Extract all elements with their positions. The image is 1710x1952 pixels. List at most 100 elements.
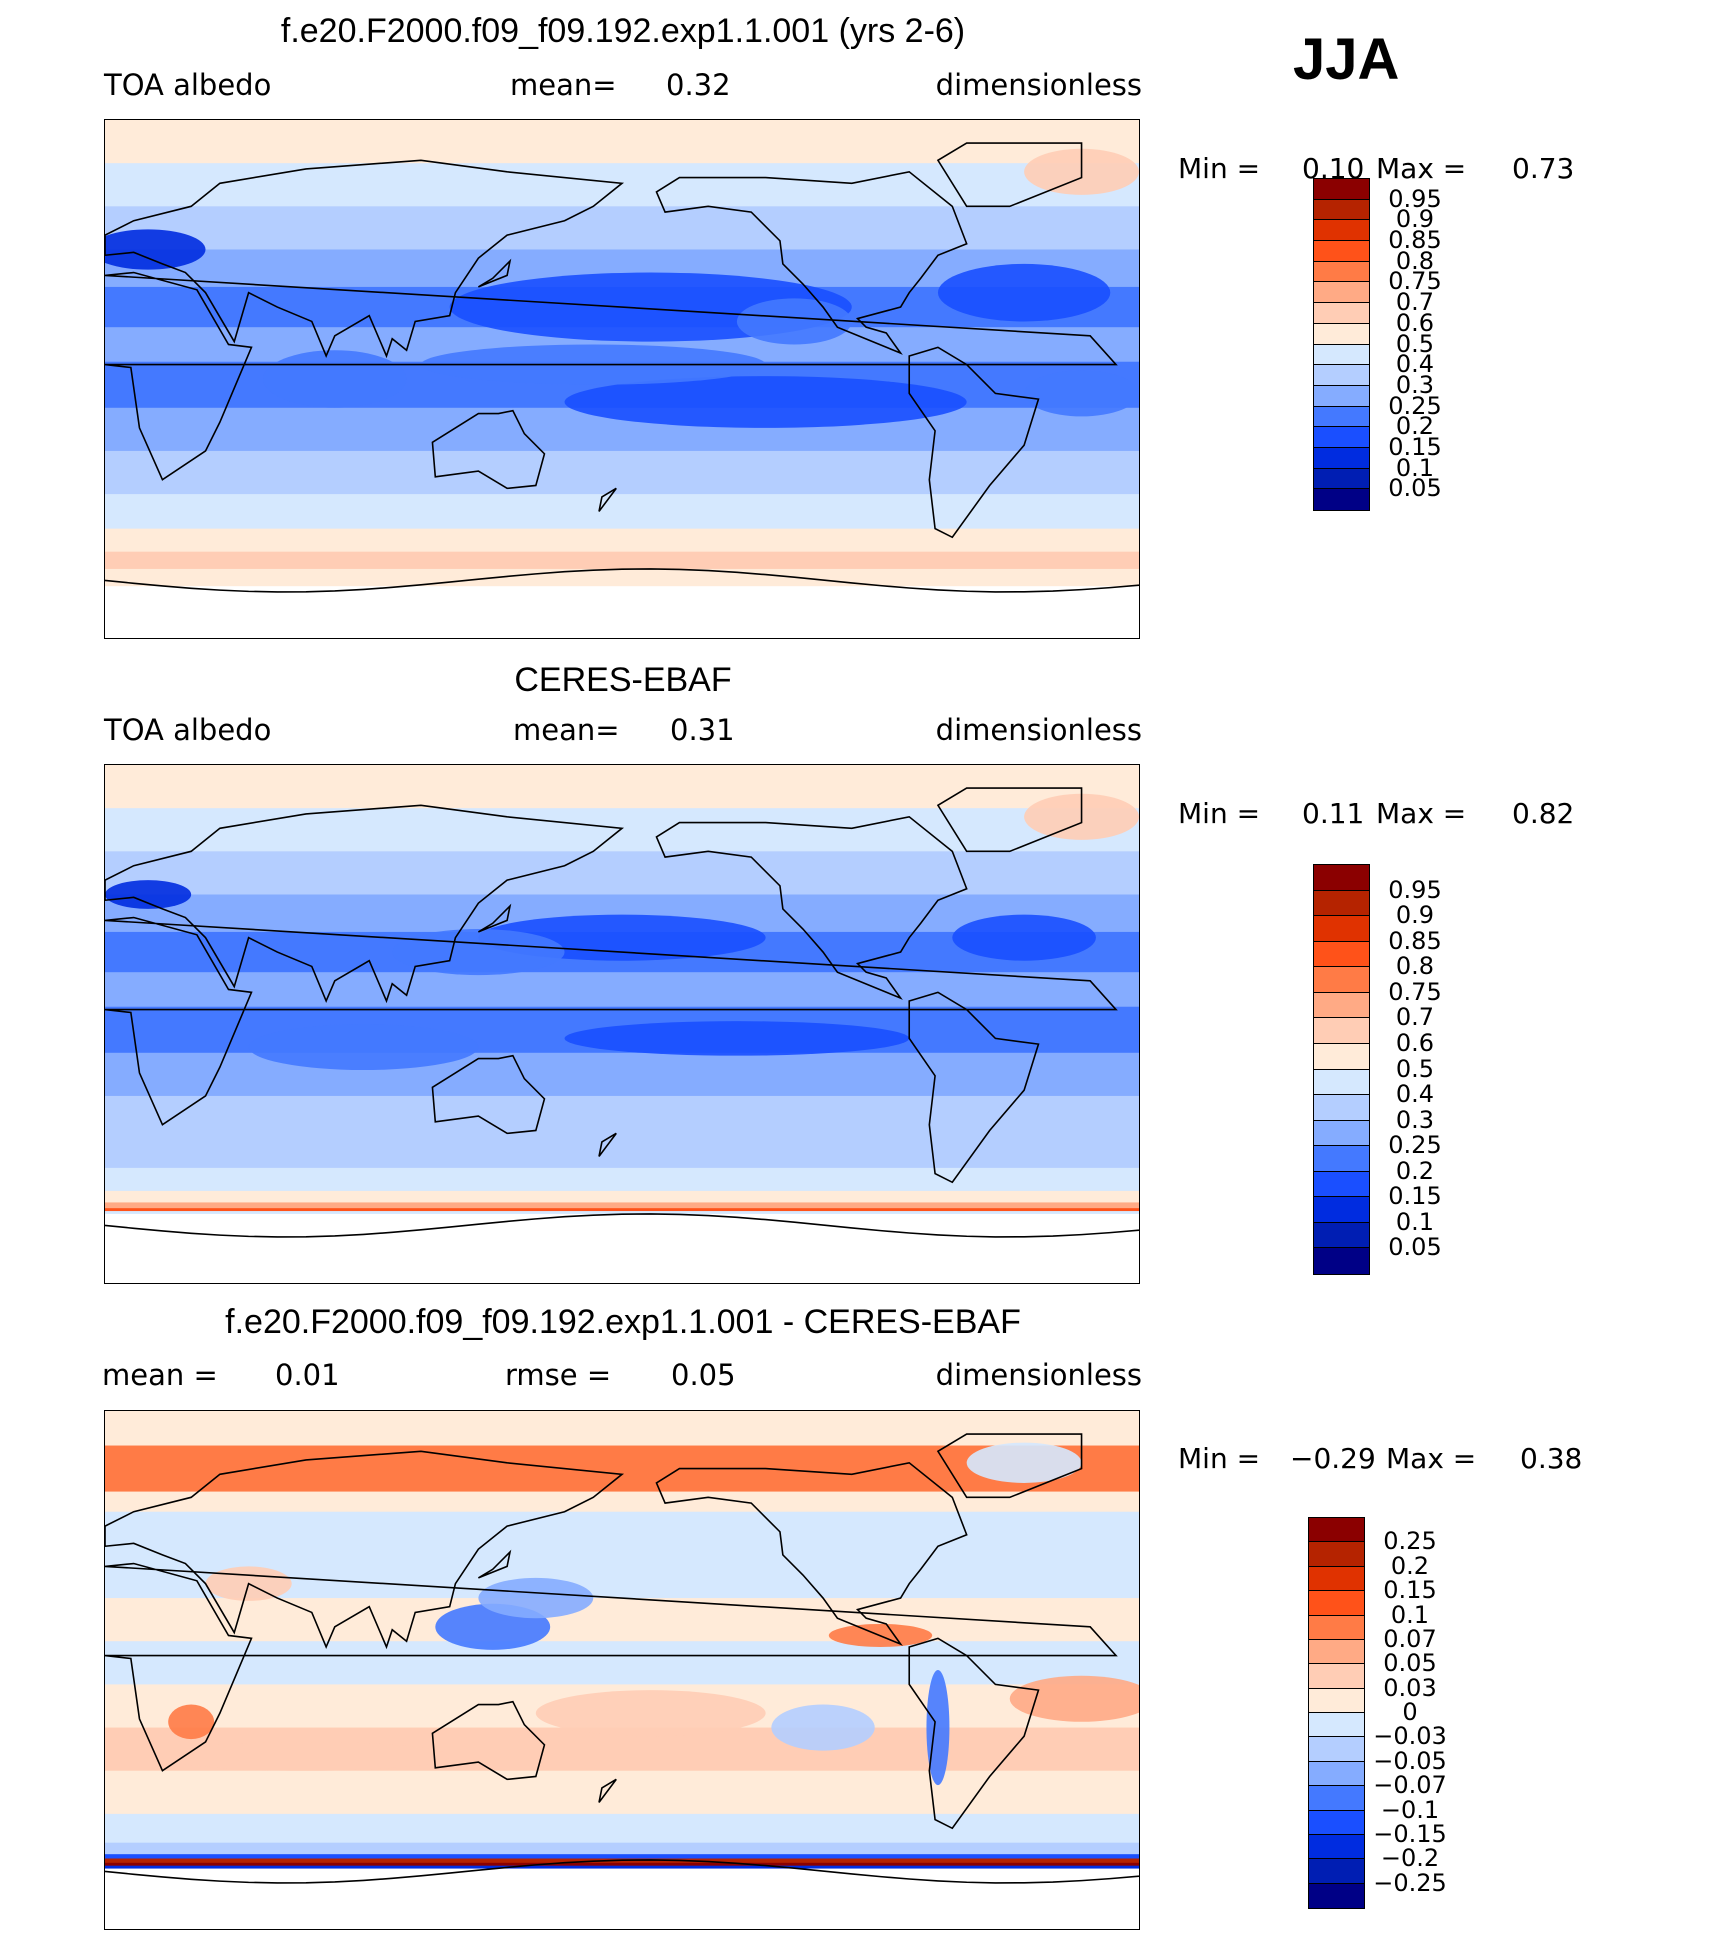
- coastline: [477, 258, 512, 288]
- coastline: [431, 1054, 546, 1135]
- colorbar-tick-label: 0.8: [1395, 952, 1435, 981]
- colorbar-tick-label: 0.2: [1395, 412, 1435, 441]
- colorbar-swatch: [1313, 219, 1370, 242]
- panel2-mean-label: mean=: [513, 713, 620, 747]
- colorbar-swatch: [1313, 864, 1370, 892]
- panel3-max-value: 0.38: [1520, 1442, 1583, 1475]
- colorbar-tick-label: 0.05: [1388, 474, 1442, 503]
- panel1-mean-label: mean=: [510, 68, 617, 102]
- colorbar-swatch: [1313, 1119, 1370, 1147]
- colorbar-swatch: [1308, 1565, 1365, 1592]
- colorbar-swatch: [1308, 1882, 1365, 1909]
- colorbar-tick-label: 0.15: [1388, 432, 1442, 461]
- colorbar-swatch: [1313, 343, 1370, 366]
- colorbar-tick-label: 0.6: [1395, 1028, 1435, 1057]
- contour-band: [105, 1208, 1139, 1213]
- colorbar-swatch: [1308, 1833, 1365, 1860]
- colorbar-tick-label: −0.2: [1380, 1844, 1440, 1873]
- colorbar-swatch: [1313, 1017, 1370, 1045]
- colorbar-tick-label: −0.15: [1373, 1819, 1447, 1848]
- contour-band: [105, 1770, 1139, 1815]
- colorbar-tick-label: 0.75: [1388, 977, 1442, 1006]
- colorbar-tick-label: 0.1: [1395, 453, 1435, 482]
- colorbar-tick-label: 0.5: [1395, 329, 1435, 358]
- panel3-rmse-value: 0.05: [671, 1358, 736, 1392]
- colorbar-tick-label: −0.05: [1373, 1746, 1447, 1775]
- colorbar-tick-label: 0.2: [1395, 1156, 1435, 1185]
- contour-region: [535, 1690, 766, 1737]
- contour-band: [105, 851, 1139, 896]
- contour-band: [105, 528, 1139, 553]
- colorbar-tick-label: 0.05: [1388, 1233, 1442, 1262]
- colorbar-swatch: [1308, 1687, 1365, 1714]
- coastline: [105, 1562, 1118, 1772]
- colorbar-tick-label: 0.3: [1395, 370, 1435, 399]
- colorbar-swatch: [1308, 1590, 1365, 1616]
- panel3-colorbar: 0.25 0.2 0.15 0.1 0.07 0.05 0.03 0 −0.03 −0.05 −0.…: [1308, 1517, 1447, 1909]
- colorbar-swatch: [1308, 1785, 1365, 1811]
- coastline: [598, 1132, 617, 1157]
- colorbar-tick-label: 0.15: [1388, 1182, 1442, 1211]
- colorbar-tick-label: 0.3: [1395, 1105, 1435, 1134]
- panel3-min-value: −0.29: [1290, 1442, 1376, 1475]
- colorbar-swatch: [1313, 240, 1370, 263]
- colorbar-swatch: [1313, 915, 1370, 943]
- contour-band: [105, 765, 1139, 810]
- colorbar-swatch: [1313, 940, 1370, 968]
- colorbar-tick-label: 0.5: [1395, 1054, 1435, 1083]
- colorbar-swatch: [1308, 1638, 1365, 1665]
- contour-band: [105, 1865, 1139, 1870]
- contour-region: [564, 1021, 910, 1056]
- coastline: [908, 991, 1040, 1184]
- panel3-mean-value: 0.01: [275, 1358, 340, 1392]
- panel2-max-label: Max =: [1376, 797, 1467, 830]
- panel3-map: [104, 1410, 1140, 1930]
- panel2-units: dimensionless: [935, 713, 1142, 747]
- colorbar-swatch: [1308, 1736, 1365, 1763]
- contour-band: [105, 450, 1139, 496]
- colorbar-tick-label: 0.2: [1390, 1551, 1430, 1580]
- colorbar-tick-label: 0.8: [1395, 246, 1435, 275]
- panel2-mean-value: 0.31: [670, 713, 735, 747]
- panel3-units: dimensionless: [935, 1358, 1142, 1392]
- colorbar-tick-label: 0.95: [1388, 184, 1442, 213]
- colorbar-tick-label: 0.95: [1388, 875, 1442, 904]
- coastline: [431, 1700, 546, 1781]
- contour-band: [105, 1854, 1139, 1860]
- contour-band: [105, 1862, 1139, 1867]
- coastline: [936, 787, 1083, 853]
- contour-region: [162, 1741, 450, 1771]
- colorbar-swatch: [1308, 1809, 1365, 1836]
- contour-map: [105, 765, 1139, 1283]
- contour-map: [105, 1411, 1139, 1929]
- contour-band: [105, 808, 1139, 853]
- coastline: [477, 1549, 512, 1579]
- colorbar-swatch: [1308, 1712, 1365, 1738]
- contour-region: [105, 229, 206, 270]
- contour-band: [105, 1167, 1139, 1192]
- colorbar-swatch: [1313, 488, 1370, 511]
- coastline: [598, 1778, 617, 1803]
- colorbar-swatch: [1308, 1614, 1365, 1641]
- contour-band: [105, 1202, 1139, 1210]
- colorbar-tick-label: 0.25: [1388, 1131, 1442, 1160]
- antarctica-coastline: [105, 568, 1139, 593]
- colorbar-tick-label: 0.9: [1395, 901, 1435, 930]
- colorbar-tick-label: 0.25: [1383, 1527, 1437, 1556]
- colorbar-swatch: [1313, 260, 1370, 283]
- coastline: [655, 815, 968, 1000]
- colorbar-swatch: [1313, 302, 1370, 325]
- panel1-units: dimensionless: [935, 68, 1142, 102]
- colorbar-swatch: [1313, 322, 1370, 345]
- colorbar-swatch: [1313, 966, 1370, 994]
- panel2-min-label: Min =: [1178, 797, 1261, 830]
- colorbar-swatch: [1313, 467, 1370, 490]
- colorbar-swatch: [1313, 1247, 1370, 1275]
- panel1-min-label: Min =: [1178, 152, 1261, 185]
- contour-region: [262, 350, 407, 408]
- colorbar-tick-label: 0.7: [1395, 288, 1435, 317]
- colorbar-swatch: [1313, 1196, 1370, 1224]
- colorbar-tick-label: 0.4: [1395, 1080, 1435, 1109]
- contour-band: [105, 1491, 1139, 1513]
- contour-region: [392, 929, 565, 976]
